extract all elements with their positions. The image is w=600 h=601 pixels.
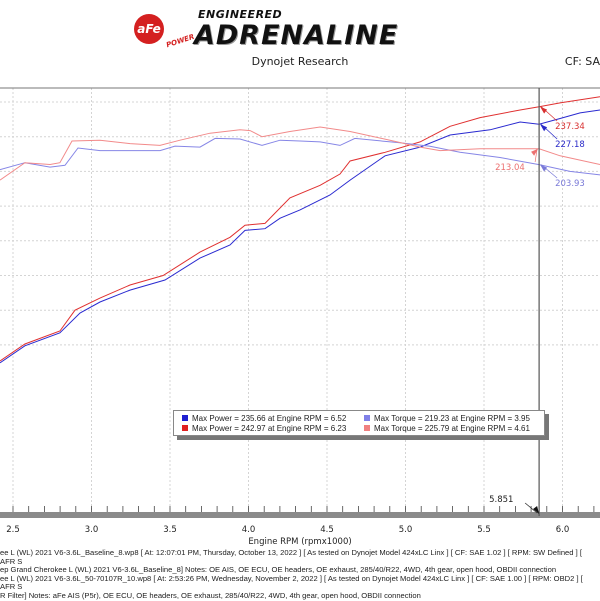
legend-swatch bbox=[364, 425, 370, 431]
afe-torque-line bbox=[0, 126, 600, 181]
cursor-annotations: 227.18 237.34 203.93 213.04 bbox=[495, 106, 585, 514]
logo-adrenaline-text: ADRENALINE bbox=[194, 20, 399, 51]
legend-item-afe-power: Max Power = 242.97 at Engine RPM = 6.23 bbox=[182, 424, 346, 433]
afe-power-line bbox=[0, 96, 600, 362]
run-notes: ee L (WL) 2021 V6-3.6L_Baseline_8.wp8 [ … bbox=[0, 548, 598, 601]
cf-label: CF: SA bbox=[564, 55, 600, 68]
annotation-value-afe-torque: 213.04 bbox=[495, 163, 525, 173]
cursor-rpm-label: 5.851 bbox=[489, 495, 513, 505]
x-tick-label: 5.5 bbox=[477, 525, 491, 535]
legend-swatch bbox=[364, 415, 370, 421]
afe-logo-badge: aFe bbox=[134, 14, 164, 44]
annotation-value-baseline-power: 227.18 bbox=[555, 140, 585, 150]
cursor-label-pointer bbox=[524, 502, 538, 514]
annotation-arrow-icon bbox=[540, 106, 548, 114]
baseline-power-line bbox=[0, 109, 600, 364]
legend-text: Max Torque = 225.79 at Engine RPM = 4.61 bbox=[374, 424, 530, 433]
chart-subtitle: Dynojet Research bbox=[251, 55, 349, 68]
legend-swatch bbox=[182, 415, 188, 421]
logo-engineered-text: ENGINEERED bbox=[198, 8, 283, 21]
annotation-arrow-icon bbox=[540, 164, 548, 172]
x-tick-label: 3.5 bbox=[163, 525, 177, 535]
legend-item-baseline-power: Max Power = 235.66 at Engine RPM = 6.52 bbox=[182, 414, 346, 423]
legend-text: Max Power = 235.66 at Engine RPM = 6.52 bbox=[192, 414, 347, 423]
annotation-arrow-icon bbox=[540, 124, 548, 132]
run-notes-line: ee L (WL) 2021 V6-3.6L_50-70107R_10.wp8 … bbox=[0, 573, 583, 592]
x-axis-bar bbox=[0, 512, 600, 518]
afe-adrenaline-logo: aFe POWER ENGINEERED ADRENALINE bbox=[120, 6, 480, 52]
annotation-value-baseline-torque: 203.93 bbox=[555, 179, 585, 189]
x-axis-ticks: 2.5 3.0 3.5 4.0 4.5 5.0 5.5 6.0 bbox=[6, 506, 595, 535]
run-notes-line: ep Grand Cherokee L (WL) 2021 V6-3.6L_Ba… bbox=[0, 565, 557, 575]
x-tick-label: 6.0 bbox=[556, 525, 570, 535]
x-tick-label: 2.5 bbox=[6, 525, 20, 535]
run-notes-line: R Filter] Notes: aFe AIS (P5r), OE ECU, … bbox=[0, 590, 421, 600]
legend-item-baseline-torque: Max Torque = 219.23 at Engine RPM = 3.95 bbox=[364, 414, 530, 423]
x-tick-label: 4.0 bbox=[242, 525, 256, 535]
series-lines bbox=[0, 96, 600, 364]
x-tick-label: 5.0 bbox=[399, 525, 413, 535]
baseline-torque-line bbox=[0, 137, 600, 176]
x-tick-label: 4.5 bbox=[320, 525, 334, 535]
run-notes-line: ee L (WL) 2021 V6-3.6L_Baseline_8.wp8 [ … bbox=[0, 548, 582, 566]
legend-text: Max Power = 242.97 at Engine RPM = 6.23 bbox=[192, 424, 347, 433]
legend-item-afe-torque: Max Torque = 225.79 at Engine RPM = 4.61 bbox=[364, 424, 530, 433]
cursor-arrow-icon bbox=[533, 506, 540, 514]
annotation-value-afe-power: 237.34 bbox=[555, 122, 585, 132]
legend-swatch bbox=[182, 425, 188, 431]
grid bbox=[0, 88, 600, 512]
x-axis-title: Engine RPM (rpmx1000) bbox=[248, 537, 352, 547]
annotation-arrow-icon bbox=[531, 148, 539, 156]
x-tick-label: 3.0 bbox=[85, 525, 99, 535]
legend-text: Max Torque = 219.23 at Engine RPM = 3.95 bbox=[374, 414, 530, 423]
legend: Max Power = 235.66 at Engine RPM = 6.52 … bbox=[173, 410, 545, 436]
